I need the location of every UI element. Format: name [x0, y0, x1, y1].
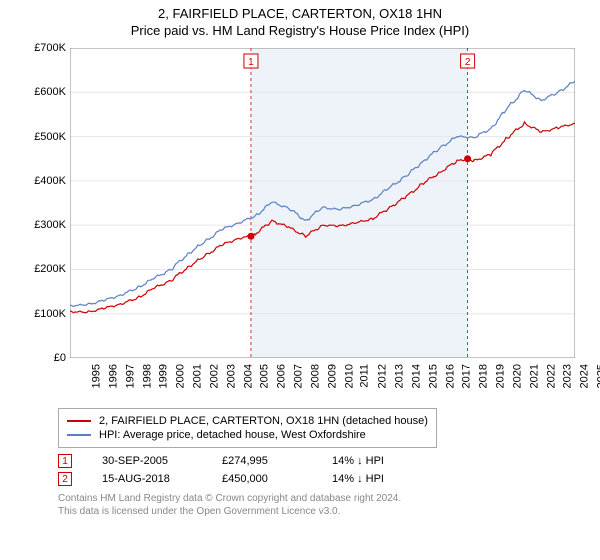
legend-swatch [67, 434, 91, 436]
y-tick-label: £300K [20, 219, 66, 231]
x-tick-label: 2025 [595, 364, 600, 388]
chart-area: 12 £0£100K£200K£300K£400K£500K£600K£700K… [20, 44, 580, 404]
attribution-line2: This data is licensed under the Open Gov… [58, 505, 590, 518]
y-tick-label: £700K [20, 42, 66, 54]
legend: 2, FAIRFIELD PLACE, CARTERTON, OX18 1HN … [58, 408, 437, 448]
sale-date: 15-AUG-2018 [102, 473, 192, 485]
title-line2: Price paid vs. HM Land Registry's House … [10, 23, 590, 38]
sale-row: 2 15-AUG-2018 £450,000 14% ↓ HPI [58, 472, 590, 486]
sale-price: £274,995 [222, 455, 302, 467]
sale-pct: 14% ↓ HPI [332, 473, 422, 485]
legend-label: 2, FAIRFIELD PLACE, CARTERTON, OX18 1HN … [99, 415, 428, 427]
legend-label: HPI: Average price, detached house, West… [99, 429, 366, 441]
sale-marker-icon: 1 [58, 454, 72, 468]
sale-date: 30-SEP-2005 [102, 455, 192, 467]
sale-pct: 14% ↓ HPI [332, 455, 422, 467]
svg-text:1: 1 [248, 57, 254, 68]
y-tick-label: £200K [20, 263, 66, 275]
attribution-line1: Contains HM Land Registry data © Crown c… [58, 492, 590, 505]
sale-price: £450,000 [222, 473, 302, 485]
legend-item: 2, FAIRFIELD PLACE, CARTERTON, OX18 1HN … [67, 415, 428, 427]
y-tick-label: £500K [20, 131, 66, 143]
y-tick-label: £0 [20, 352, 66, 364]
y-tick-label: £100K [20, 308, 66, 320]
svg-text:2: 2 [465, 57, 471, 68]
legend-item: HPI: Average price, detached house, West… [67, 429, 428, 441]
title-line1: 2, FAIRFIELD PLACE, CARTERTON, OX18 1HN [10, 6, 590, 21]
title-block: 2, FAIRFIELD PLACE, CARTERTON, OX18 1HN … [10, 6, 590, 38]
chart-container: 2, FAIRFIELD PLACE, CARTERTON, OX18 1HN … [0, 0, 600, 522]
attribution: Contains HM Land Registry data © Crown c… [58, 492, 590, 518]
sale-row: 1 30-SEP-2005 £274,995 14% ↓ HPI [58, 454, 590, 468]
y-tick-label: £400K [20, 175, 66, 187]
sale-marker-icon: 2 [58, 472, 72, 486]
legend-swatch [67, 420, 91, 422]
sales-table: 1 30-SEP-2005 £274,995 14% ↓ HPI 2 15-AUG-201… [58, 454, 590, 486]
y-tick-label: £600K [20, 86, 66, 98]
chart-svg: 12 [70, 48, 575, 358]
